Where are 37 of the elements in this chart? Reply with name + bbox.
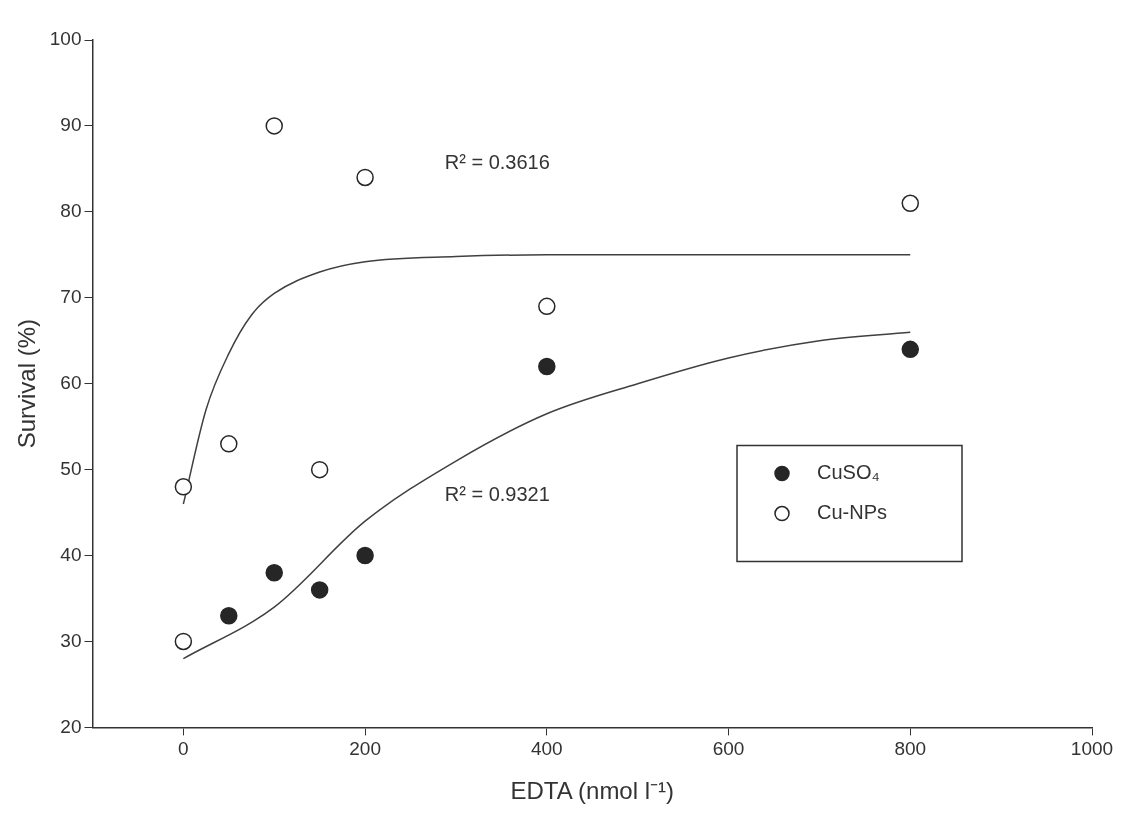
point bbox=[901, 340, 920, 359]
x-axis-title: EDTA (nmol l⁻¹) bbox=[510, 777, 675, 805]
x-tick-label: 0 bbox=[178, 738, 189, 760]
point bbox=[310, 581, 329, 599]
point bbox=[265, 117, 283, 135]
x-tick-label: 200 bbox=[349, 738, 381, 760]
y-axis-title: Survival (%) bbox=[13, 319, 41, 449]
x-tick-label: 1000 bbox=[1070, 738, 1114, 760]
legend-label: Cu-NPs bbox=[817, 501, 888, 524]
x-tick-label: 400 bbox=[530, 738, 563, 760]
annotation: R² = 0.9321 bbox=[444, 483, 550, 506]
point bbox=[538, 357, 556, 376]
point bbox=[220, 606, 238, 625]
point bbox=[220, 435, 238, 453]
y-tick-label: 100 bbox=[49, 28, 82, 50]
x-tick-label: 600 bbox=[712, 738, 745, 760]
point bbox=[174, 632, 193, 651]
y-tick-label: 80 bbox=[60, 200, 82, 222]
annotation: R² = 0.3616 bbox=[444, 151, 550, 174]
y-tick-label: 40 bbox=[60, 543, 82, 565]
point bbox=[174, 478, 193, 496]
y-tick-label: 20 bbox=[60, 715, 82, 737]
x-tick-label: 800 bbox=[894, 738, 927, 760]
point bbox=[538, 297, 556, 316]
point bbox=[901, 194, 920, 213]
y-tick-label: 70 bbox=[60, 286, 82, 308]
point bbox=[356, 546, 374, 565]
point bbox=[310, 460, 329, 479]
y-tick-label: 90 bbox=[60, 114, 82, 136]
point bbox=[265, 563, 283, 582]
y-tick-label: 30 bbox=[60, 629, 82, 651]
point bbox=[356, 168, 374, 187]
legend-label: CuSO₄ bbox=[817, 461, 880, 484]
line-series bbox=[182, 254, 912, 505]
y-tick-label: 50 bbox=[60, 457, 82, 479]
y-tick-label: 60 bbox=[60, 371, 82, 393]
line-series bbox=[182, 331, 912, 660]
